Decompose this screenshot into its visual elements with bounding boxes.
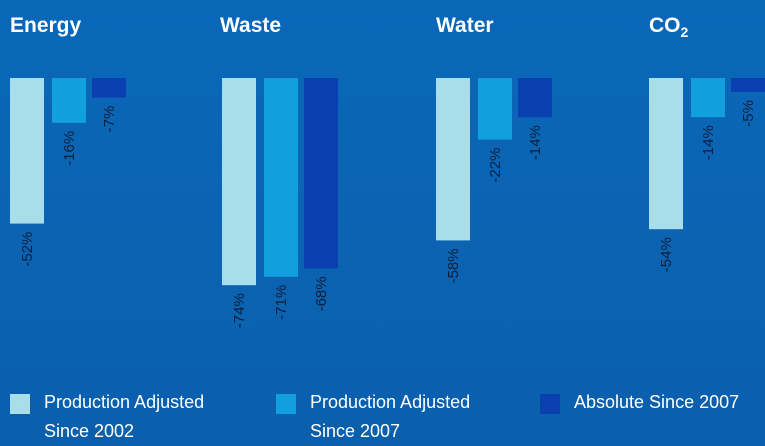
bar-label-4-1: -54% [658,237,675,272]
bar-label-1-2: -16% [61,131,78,166]
legend-item-2007: Production Adjusted Since 2007 [276,388,470,446]
bar-2-1 [222,78,256,286]
bar-label-1-1: -52% [19,232,36,267]
legend-label-2007-line1: Production Adjusted [310,392,471,412]
bar-1-3 [92,78,126,98]
legend-label-2002-line1: Production Adjusted [44,392,205,412]
bar-label-4-2: -14% [700,125,717,160]
bar-4-2 [691,78,725,118]
legend-item-2002: Production Adjusted Since 2002 [10,388,204,446]
bar-4-1 [649,78,683,230]
legend-label-2007: Production Adjusted Since 2007 [310,388,470,446]
bar-label-2-1: -74% [231,293,248,328]
bar-label-2-3: -68% [313,276,330,311]
legend-item-absolute: Absolute Since 2007 [540,388,739,417]
legend-swatch-2002 [10,394,30,414]
bar-3-2 [478,78,512,140]
bar-label-3-1: -58% [445,248,462,283]
legend-swatch-absolute [540,394,560,414]
legend-label-absolute: Absolute Since 2007 [574,388,739,417]
bar-1-1 [10,78,44,224]
bar-label-1-3: -7% [101,106,118,133]
bar-label-2-2: -71% [273,285,290,320]
bar-label-3-3: -14% [527,125,544,160]
panel-title-energy: Energy [10,14,82,37]
bar-label-3-2: -22% [487,148,504,183]
legend-swatch-2007 [276,394,296,414]
panel-title-co2: CO2 [649,14,689,40]
legend-label-2002: Production Adjusted Since 2002 [44,388,204,446]
legend: Production Adjusted Since 2002 Productio… [0,388,765,446]
bar-3-3 [518,78,552,118]
panel-title-waste: Waste [220,14,281,37]
legend-label-2007-line2: Since 2007 [310,421,401,441]
legend-label-absolute-line1: Absolute Since 2007 [574,392,740,412]
bar-2-2 [264,78,298,277]
bar-label-4-3: -5% [740,100,757,127]
bar-1-2 [52,78,86,123]
bar-4-3 [731,78,765,92]
legend-label-2002-line2: Since 2002 [44,421,135,441]
bar-3-1 [436,78,470,241]
bar-2-3 [304,78,338,269]
bars-group: -52% -16% -7% -74% -71% -68% -58% -22% -14% -54% -… [10,78,765,328]
panel-title-water: Water [436,14,494,37]
